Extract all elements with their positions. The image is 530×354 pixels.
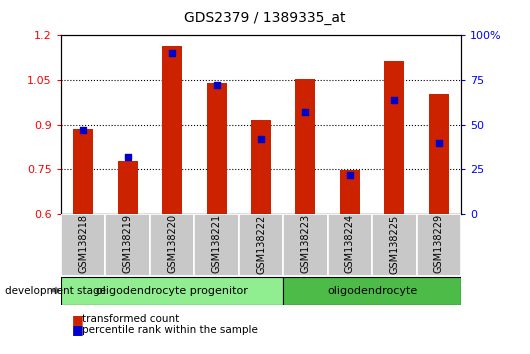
Text: ■: ■ xyxy=(72,313,83,326)
Point xyxy=(123,154,132,160)
Text: GSM138221: GSM138221 xyxy=(211,214,222,274)
Bar xyxy=(73,129,93,214)
Bar xyxy=(340,170,360,214)
Bar xyxy=(417,214,461,276)
Point xyxy=(390,97,399,103)
Text: percentile rank within the sample: percentile rank within the sample xyxy=(82,325,258,335)
Text: GSM138218: GSM138218 xyxy=(78,215,88,273)
Bar xyxy=(61,277,283,304)
Bar xyxy=(105,214,150,276)
Point xyxy=(301,109,310,115)
Bar xyxy=(296,80,315,214)
Text: GSM138224: GSM138224 xyxy=(345,214,355,274)
Bar xyxy=(195,214,239,276)
Text: GSM138225: GSM138225 xyxy=(390,214,400,274)
Bar xyxy=(162,46,182,214)
Point xyxy=(435,140,443,145)
Bar xyxy=(150,214,195,276)
Text: GDS2379 / 1389335_at: GDS2379 / 1389335_at xyxy=(184,11,346,25)
Bar xyxy=(283,214,328,276)
Point xyxy=(168,50,176,56)
Point xyxy=(79,127,87,133)
Text: oligodendrocyte: oligodendrocyte xyxy=(327,286,417,296)
Point xyxy=(346,172,354,178)
Bar xyxy=(372,214,417,276)
Text: ■: ■ xyxy=(72,324,83,336)
Point xyxy=(257,136,266,142)
Point xyxy=(213,82,221,88)
Text: GSM138222: GSM138222 xyxy=(256,214,266,274)
Bar xyxy=(118,161,138,214)
Text: GSM138229: GSM138229 xyxy=(434,214,444,274)
Text: GSM138220: GSM138220 xyxy=(167,214,177,274)
Text: GSM138223: GSM138223 xyxy=(301,214,311,274)
Text: GSM138219: GSM138219 xyxy=(122,215,132,273)
Bar xyxy=(283,277,461,304)
Bar xyxy=(239,214,283,276)
Text: development stage: development stage xyxy=(5,286,107,296)
Bar xyxy=(384,61,404,214)
Bar xyxy=(328,214,372,276)
Bar xyxy=(61,214,105,276)
Bar xyxy=(207,83,226,214)
Text: oligodendrocyte progenitor: oligodendrocyte progenitor xyxy=(96,286,248,296)
Text: transformed count: transformed count xyxy=(82,314,179,324)
Bar xyxy=(429,95,449,214)
Bar xyxy=(251,120,271,214)
